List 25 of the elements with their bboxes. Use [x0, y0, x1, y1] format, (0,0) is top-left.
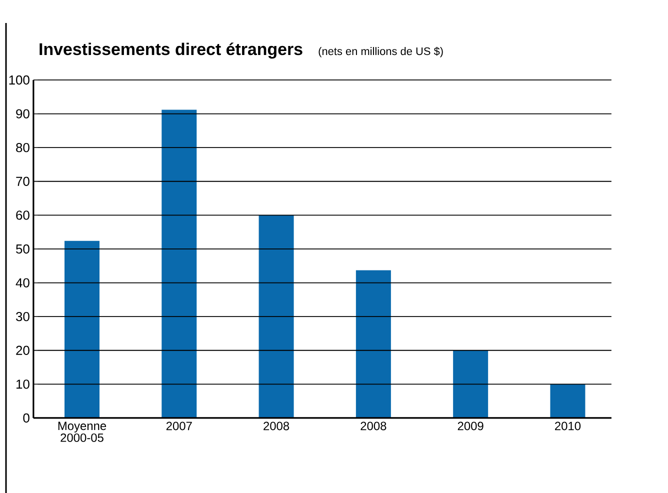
chart-title: Investissements direct étrangers	[40, 42, 302, 59]
bar	[258, 215, 294, 418]
bar	[550, 384, 586, 418]
y-tick-label: 20	[16, 346, 30, 355]
y-tick-label: 30	[16, 312, 30, 322]
y-tick-label: 10	[16, 380, 30, 389]
y-tick-label: 50	[16, 244, 30, 254]
bar	[356, 270, 391, 418]
bar	[453, 350, 488, 418]
y-tick-label: 70	[16, 176, 30, 186]
y-tick-label: 90	[16, 109, 30, 118]
x-tick-label: 2007	[166, 422, 192, 430]
x-tick-label: 2010	[555, 422, 581, 430]
y-tick-label: 40	[16, 278, 30, 288]
y-tick-label: 100	[9, 75, 30, 85]
y-tick-label: 60	[16, 210, 30, 220]
y-tick-label: 80	[16, 142, 30, 152]
bar	[162, 110, 197, 418]
x-tick-label: 2009	[458, 422, 484, 430]
x-tick-label: 2008	[360, 422, 386, 430]
x-tick-label: Moyenne 2000-05	[58, 422, 106, 442]
y-tick-label: 0	[23, 413, 30, 423]
bar	[64, 240, 100, 418]
x-tick-label: 2008	[264, 422, 290, 430]
chart-subtitle: (nets en millions de US $)	[318, 46, 443, 58]
